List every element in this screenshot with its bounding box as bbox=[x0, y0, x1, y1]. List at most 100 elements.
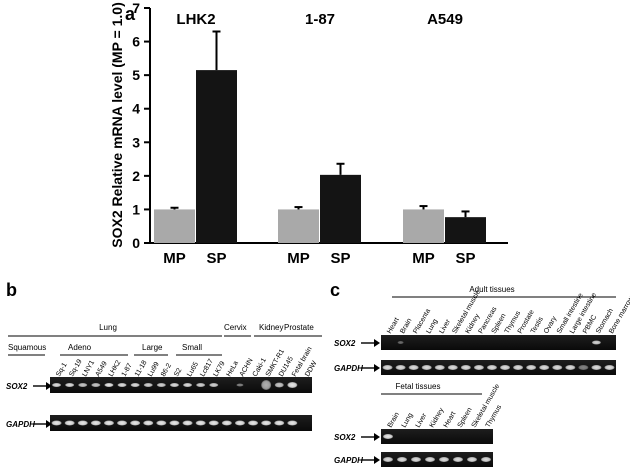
gel-band bbox=[460, 365, 471, 370]
y-tick-label: 6 bbox=[132, 34, 140, 50]
y-tick-label: 5 bbox=[132, 67, 140, 83]
gel-band bbox=[65, 383, 75, 387]
lane-label: 86-2 bbox=[160, 362, 173, 378]
gel-band bbox=[591, 340, 601, 345]
gel-band bbox=[169, 383, 179, 387]
lane-label: Liver bbox=[415, 412, 429, 429]
gel-band bbox=[182, 420, 193, 426]
gel-band bbox=[421, 365, 432, 370]
gel-band bbox=[408, 365, 419, 370]
group-label: LHK2 bbox=[176, 11, 215, 28]
gel-band bbox=[481, 457, 491, 462]
gel-band bbox=[52, 383, 62, 387]
bar-mp bbox=[403, 209, 444, 243]
y-tick-label: 3 bbox=[132, 134, 140, 150]
bar-category-label: MP bbox=[163, 250, 186, 267]
bar-sp bbox=[320, 174, 361, 243]
gel-band bbox=[382, 365, 393, 370]
lane-label: Brain bbox=[399, 317, 413, 335]
gel-band bbox=[64, 420, 75, 426]
gel-band bbox=[447, 365, 458, 370]
gel-band bbox=[196, 383, 206, 387]
gel-band bbox=[565, 365, 576, 370]
lane-label: A549 bbox=[95, 360, 109, 378]
gel-band bbox=[143, 383, 153, 387]
gel-band bbox=[425, 457, 435, 462]
gel-band bbox=[397, 341, 404, 344]
lane-label: Lu65 bbox=[186, 361, 200, 378]
gel-band bbox=[248, 420, 259, 426]
gel-band bbox=[383, 434, 393, 439]
gel-band bbox=[473, 365, 484, 370]
y-tick-label: 2 bbox=[132, 168, 140, 184]
gel-band bbox=[221, 420, 232, 426]
gel-band bbox=[130, 420, 141, 426]
gel-band bbox=[78, 383, 88, 387]
gel-band bbox=[261, 380, 272, 390]
y-axis-title: SOX2 Relative mRNA level (MP = 1.0) bbox=[109, 2, 125, 248]
arrow-icon bbox=[374, 339, 380, 347]
gel-band bbox=[236, 383, 244, 387]
gel-band bbox=[117, 420, 128, 426]
gel-band bbox=[383, 457, 393, 462]
bar-category-label: SP bbox=[330, 250, 350, 267]
panel-letter-c: c bbox=[330, 280, 340, 300]
gel-band bbox=[183, 383, 193, 387]
gel-band bbox=[526, 365, 537, 370]
gel-strip bbox=[381, 452, 493, 467]
gel-band bbox=[130, 383, 140, 387]
gel-band bbox=[411, 457, 421, 462]
gel-band bbox=[117, 383, 127, 387]
arrow-icon bbox=[374, 456, 380, 464]
gene-row-label: GAPDH bbox=[334, 456, 363, 465]
gel-band bbox=[208, 420, 219, 426]
gene-row-label: SOX2 bbox=[334, 433, 356, 442]
gel-band bbox=[209, 383, 219, 387]
gel-band bbox=[156, 420, 167, 426]
gel-band bbox=[539, 365, 550, 370]
gel-band bbox=[104, 383, 114, 387]
category-label: Cervix bbox=[224, 323, 247, 332]
gel-band bbox=[578, 365, 589, 370]
bar-category-label: SP bbox=[455, 250, 475, 267]
bar-sp bbox=[196, 70, 237, 243]
subcategory-label: Small bbox=[182, 343, 202, 352]
lane-label: Heart bbox=[443, 411, 458, 429]
gel-band bbox=[169, 420, 180, 426]
gel-band bbox=[513, 365, 524, 370]
bar-sp bbox=[445, 217, 486, 243]
lane-label: Lu99 bbox=[147, 361, 161, 378]
gel-strip bbox=[381, 429, 493, 444]
gene-row-label: GAPDH bbox=[6, 420, 35, 429]
gel-band bbox=[103, 420, 114, 426]
gel-band bbox=[77, 420, 88, 426]
lane-label: Liver bbox=[438, 318, 452, 335]
y-tick-label: 7 bbox=[132, 0, 140, 16]
lane-label: LK79 bbox=[212, 360, 226, 378]
fetal-tissues-title: Fetal tissues bbox=[396, 382, 441, 391]
lane-label: Lung bbox=[401, 412, 415, 429]
gel-band bbox=[51, 420, 62, 426]
category-label: Kidney bbox=[259, 323, 283, 332]
panel-letter-a: a bbox=[125, 4, 136, 24]
gel-band bbox=[467, 457, 477, 462]
group-label: 1-87 bbox=[305, 11, 335, 28]
panel-letter-b: b bbox=[6, 280, 17, 300]
lane-label: Brain bbox=[387, 411, 401, 429]
group-label: A549 bbox=[427, 11, 463, 28]
gel-band bbox=[552, 365, 563, 370]
arrow-icon bbox=[46, 382, 52, 390]
panel-b-gel: Lung Squamous Adeno Large Small Cervix Kidney P… bbox=[6, 323, 322, 431]
gel-band bbox=[604, 365, 615, 370]
gel-band bbox=[287, 420, 298, 426]
gel-band bbox=[287, 382, 298, 388]
category-label: Prostate bbox=[284, 323, 314, 332]
bar-mp bbox=[154, 209, 195, 243]
category-label: Lung bbox=[99, 323, 117, 332]
arrow-icon bbox=[374, 433, 380, 441]
gene-row-label: GAPDH bbox=[334, 364, 363, 373]
subcategory-label: Adeno bbox=[68, 343, 92, 352]
lane-label: 1-87 bbox=[121, 362, 134, 378]
gel-band bbox=[234, 420, 245, 426]
